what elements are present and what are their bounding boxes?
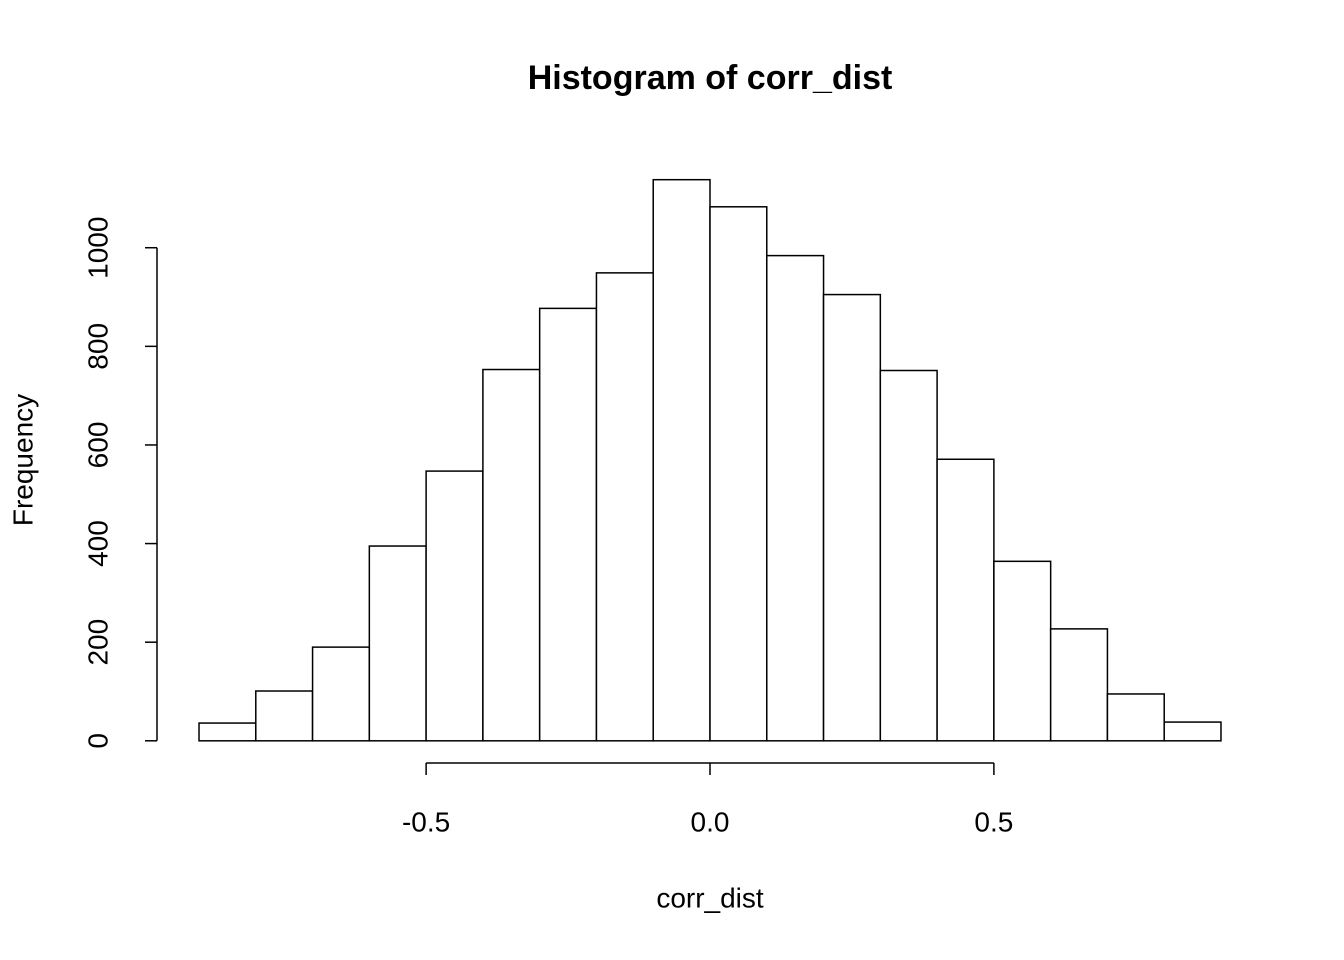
x-axis-label: corr_dist [656, 882, 764, 913]
y-tick-label: 400 [82, 520, 113, 567]
bar [709, 206, 768, 742]
y-tick-label: 1000 [82, 217, 113, 279]
bar [1049, 628, 1109, 742]
y-tick-label: 800 [82, 323, 113, 370]
bar [1163, 721, 1222, 742]
y-axis-label: Frequency [7, 394, 38, 526]
x-tick-label: 0.0 [691, 806, 730, 837]
bar [822, 293, 882, 742]
x-tick-label: -0.5 [402, 806, 450, 837]
bar [595, 272, 654, 742]
bar [879, 369, 938, 742]
bar [936, 458, 995, 742]
bar [538, 307, 598, 742]
x-tick-label: 0.5 [974, 806, 1013, 837]
bar [766, 254, 825, 742]
bar [425, 470, 484, 742]
bar [652, 178, 711, 742]
y-tick-label: 600 [82, 422, 113, 469]
bar [255, 690, 314, 742]
bar [198, 722, 257, 742]
bar [1106, 693, 1165, 742]
bar [482, 368, 541, 742]
y-tick-label: 0 [82, 733, 113, 749]
bar [311, 646, 371, 742]
bar [993, 560, 1052, 742]
bar [368, 545, 427, 742]
y-tick-label: 200 [82, 619, 113, 666]
chart-title: Histogram of corr_dist [528, 59, 893, 97]
